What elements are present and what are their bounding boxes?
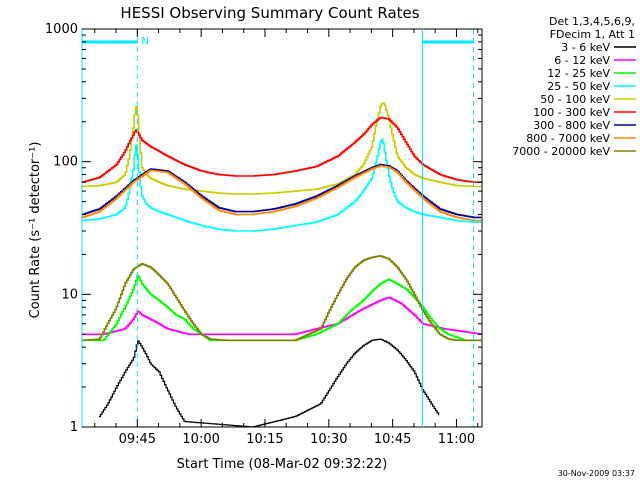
y-axis-label: Count Rate (s⁻¹ detector⁻¹) xyxy=(28,142,43,319)
x-tick-label: 10:30 xyxy=(310,432,347,447)
legend-label: 300 - 800 keV xyxy=(533,119,610,132)
series-line xyxy=(82,165,482,222)
legend-label: 800 - 7000 keV xyxy=(526,132,610,145)
x-tick-label: 09:45 xyxy=(119,432,156,447)
legend-label: 50 - 100 keV xyxy=(540,93,610,106)
x-axis-label: Start Time (08-Mar-02 09:32:22) xyxy=(177,457,388,472)
x-tick-label: 10:45 xyxy=(374,432,411,447)
y-tick-label: 100 xyxy=(53,155,78,170)
series-line xyxy=(82,116,482,183)
y-tick-label: 10 xyxy=(61,287,78,302)
legend: Det 1,3,4,5,6,9,FDecim 1, Att 13 - 6 keV… xyxy=(512,15,636,158)
legend-header: Det 1,3,4,5,6,9, xyxy=(549,15,635,28)
legend-label: 25 - 50 keV xyxy=(547,80,610,93)
x-tick-label: 10:15 xyxy=(246,432,283,447)
legend-label: 100 - 300 keV xyxy=(533,106,610,119)
series-line xyxy=(82,102,482,195)
y-tick-label: 1 xyxy=(70,420,78,435)
footer-date: 30-Nov-2009 03:37 xyxy=(558,469,635,478)
series-line xyxy=(82,296,482,336)
x-tick-label: 10:00 xyxy=(182,432,219,447)
marker-layer: N xyxy=(81,29,474,427)
series-line xyxy=(99,338,440,428)
marker-label: N xyxy=(141,36,148,47)
series-line xyxy=(82,138,482,232)
x-tick-label: 11:00 xyxy=(438,432,475,447)
legend-label: 6 - 12 keV xyxy=(554,54,610,67)
y-tick-label: 1000 xyxy=(45,22,78,37)
axis-layer: 09:45 10:00 10:15 10:30 10:45 11:00 1 10 100 1000 xyxy=(45,22,482,447)
legend-label: 3 - 6 keV xyxy=(561,41,610,54)
series-line xyxy=(82,255,482,342)
chart-title: HESSI Observing Summary Count Rates xyxy=(120,4,419,22)
legend-label: 7000 - 20000 keV xyxy=(512,145,610,158)
legend-label: 12 - 25 keV xyxy=(547,67,610,80)
series-layer xyxy=(82,102,482,428)
legend-header: FDecim 1, Att 1 xyxy=(550,28,635,41)
